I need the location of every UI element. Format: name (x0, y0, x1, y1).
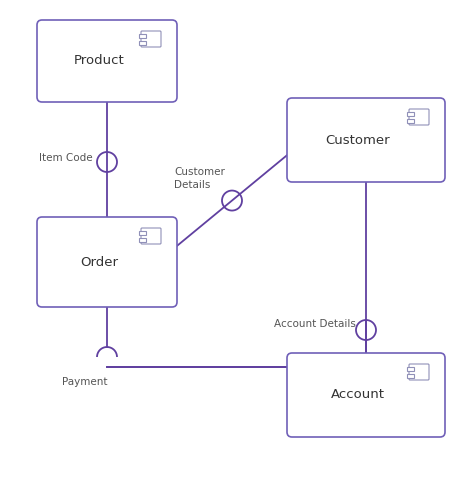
Text: Item Code: Item Code (39, 153, 93, 163)
FancyBboxPatch shape (287, 98, 445, 182)
FancyBboxPatch shape (37, 217, 177, 307)
Text: Account: Account (331, 389, 385, 402)
FancyBboxPatch shape (287, 353, 445, 437)
Bar (139, 230, 146, 235)
Bar (139, 33, 146, 37)
Text: Order: Order (80, 256, 118, 269)
Bar (139, 41, 146, 45)
Bar (406, 374, 413, 378)
Bar (139, 238, 146, 242)
Text: Product: Product (74, 55, 124, 67)
FancyBboxPatch shape (409, 364, 429, 380)
Bar (406, 111, 413, 116)
Text: Customer: Customer (326, 134, 390, 147)
FancyBboxPatch shape (141, 31, 161, 47)
Bar (406, 366, 413, 370)
Text: Account Details: Account Details (274, 319, 356, 329)
Text: Payment: Payment (62, 377, 107, 387)
Text: Customer
Details: Customer Details (174, 167, 225, 190)
FancyBboxPatch shape (37, 20, 177, 102)
Bar (406, 119, 413, 122)
FancyBboxPatch shape (141, 228, 161, 244)
FancyBboxPatch shape (409, 109, 429, 125)
